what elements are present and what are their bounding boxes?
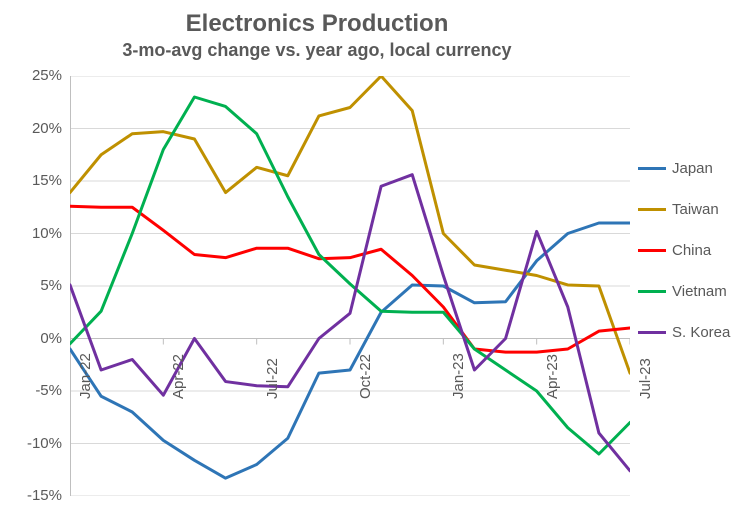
y-tick-label: -10% [0, 435, 62, 452]
x-tick-label: Apr-23 [544, 353, 561, 398]
legend-item-china: China [638, 242, 748, 259]
y-tick-label: -15% [0, 487, 62, 504]
chart-subtitle: 3-mo-avg change vs. year ago, local curr… [0, 40, 634, 61]
legend-swatch [638, 208, 666, 211]
legend: Japan Taiwan China Vietnam S. Korea [638, 160, 748, 365]
y-tick-label: 20% [0, 120, 62, 137]
series-line-vietnam [70, 97, 630, 454]
plot-area [70, 76, 630, 496]
y-tick-label: 15% [0, 172, 62, 189]
legend-label: China [672, 242, 711, 259]
legend-item-s-korea: S. Korea [638, 324, 748, 341]
legend-label: Vietnam [672, 283, 727, 300]
legend-label: Taiwan [672, 201, 719, 218]
legend-swatch [638, 249, 666, 252]
legend-item-taiwan: Taiwan [638, 201, 748, 218]
plot-svg [70, 76, 630, 496]
y-tick-label: 25% [0, 67, 62, 84]
legend-item-vietnam: Vietnam [638, 283, 748, 300]
electronics-production-chart: Electronics Production 3-mo-avg change v… [0, 0, 754, 509]
chart-title: Electronics Production [0, 10, 634, 38]
series-line-s-korea [70, 175, 630, 471]
legend-item-japan: Japan [638, 160, 748, 177]
y-tick-label: 5% [0, 277, 62, 294]
x-tick-label: Jul-22 [264, 358, 281, 399]
x-tick-label: Oct-22 [357, 353, 374, 398]
legend-swatch [638, 290, 666, 293]
legend-label: S. Korea [672, 324, 730, 341]
y-tick-label: -5% [0, 382, 62, 399]
y-tick-label: 10% [0, 225, 62, 242]
chart-titles: Electronics Production 3-mo-avg change v… [0, 10, 634, 61]
x-tick-label: Jan-22 [77, 353, 94, 399]
x-tick-label: Apr-22 [170, 353, 187, 398]
legend-swatch [638, 331, 666, 334]
legend-swatch [638, 167, 666, 170]
x-tick-label: Jan-23 [450, 353, 467, 399]
y-tick-label: 0% [0, 330, 62, 347]
legend-label: Japan [672, 160, 713, 177]
